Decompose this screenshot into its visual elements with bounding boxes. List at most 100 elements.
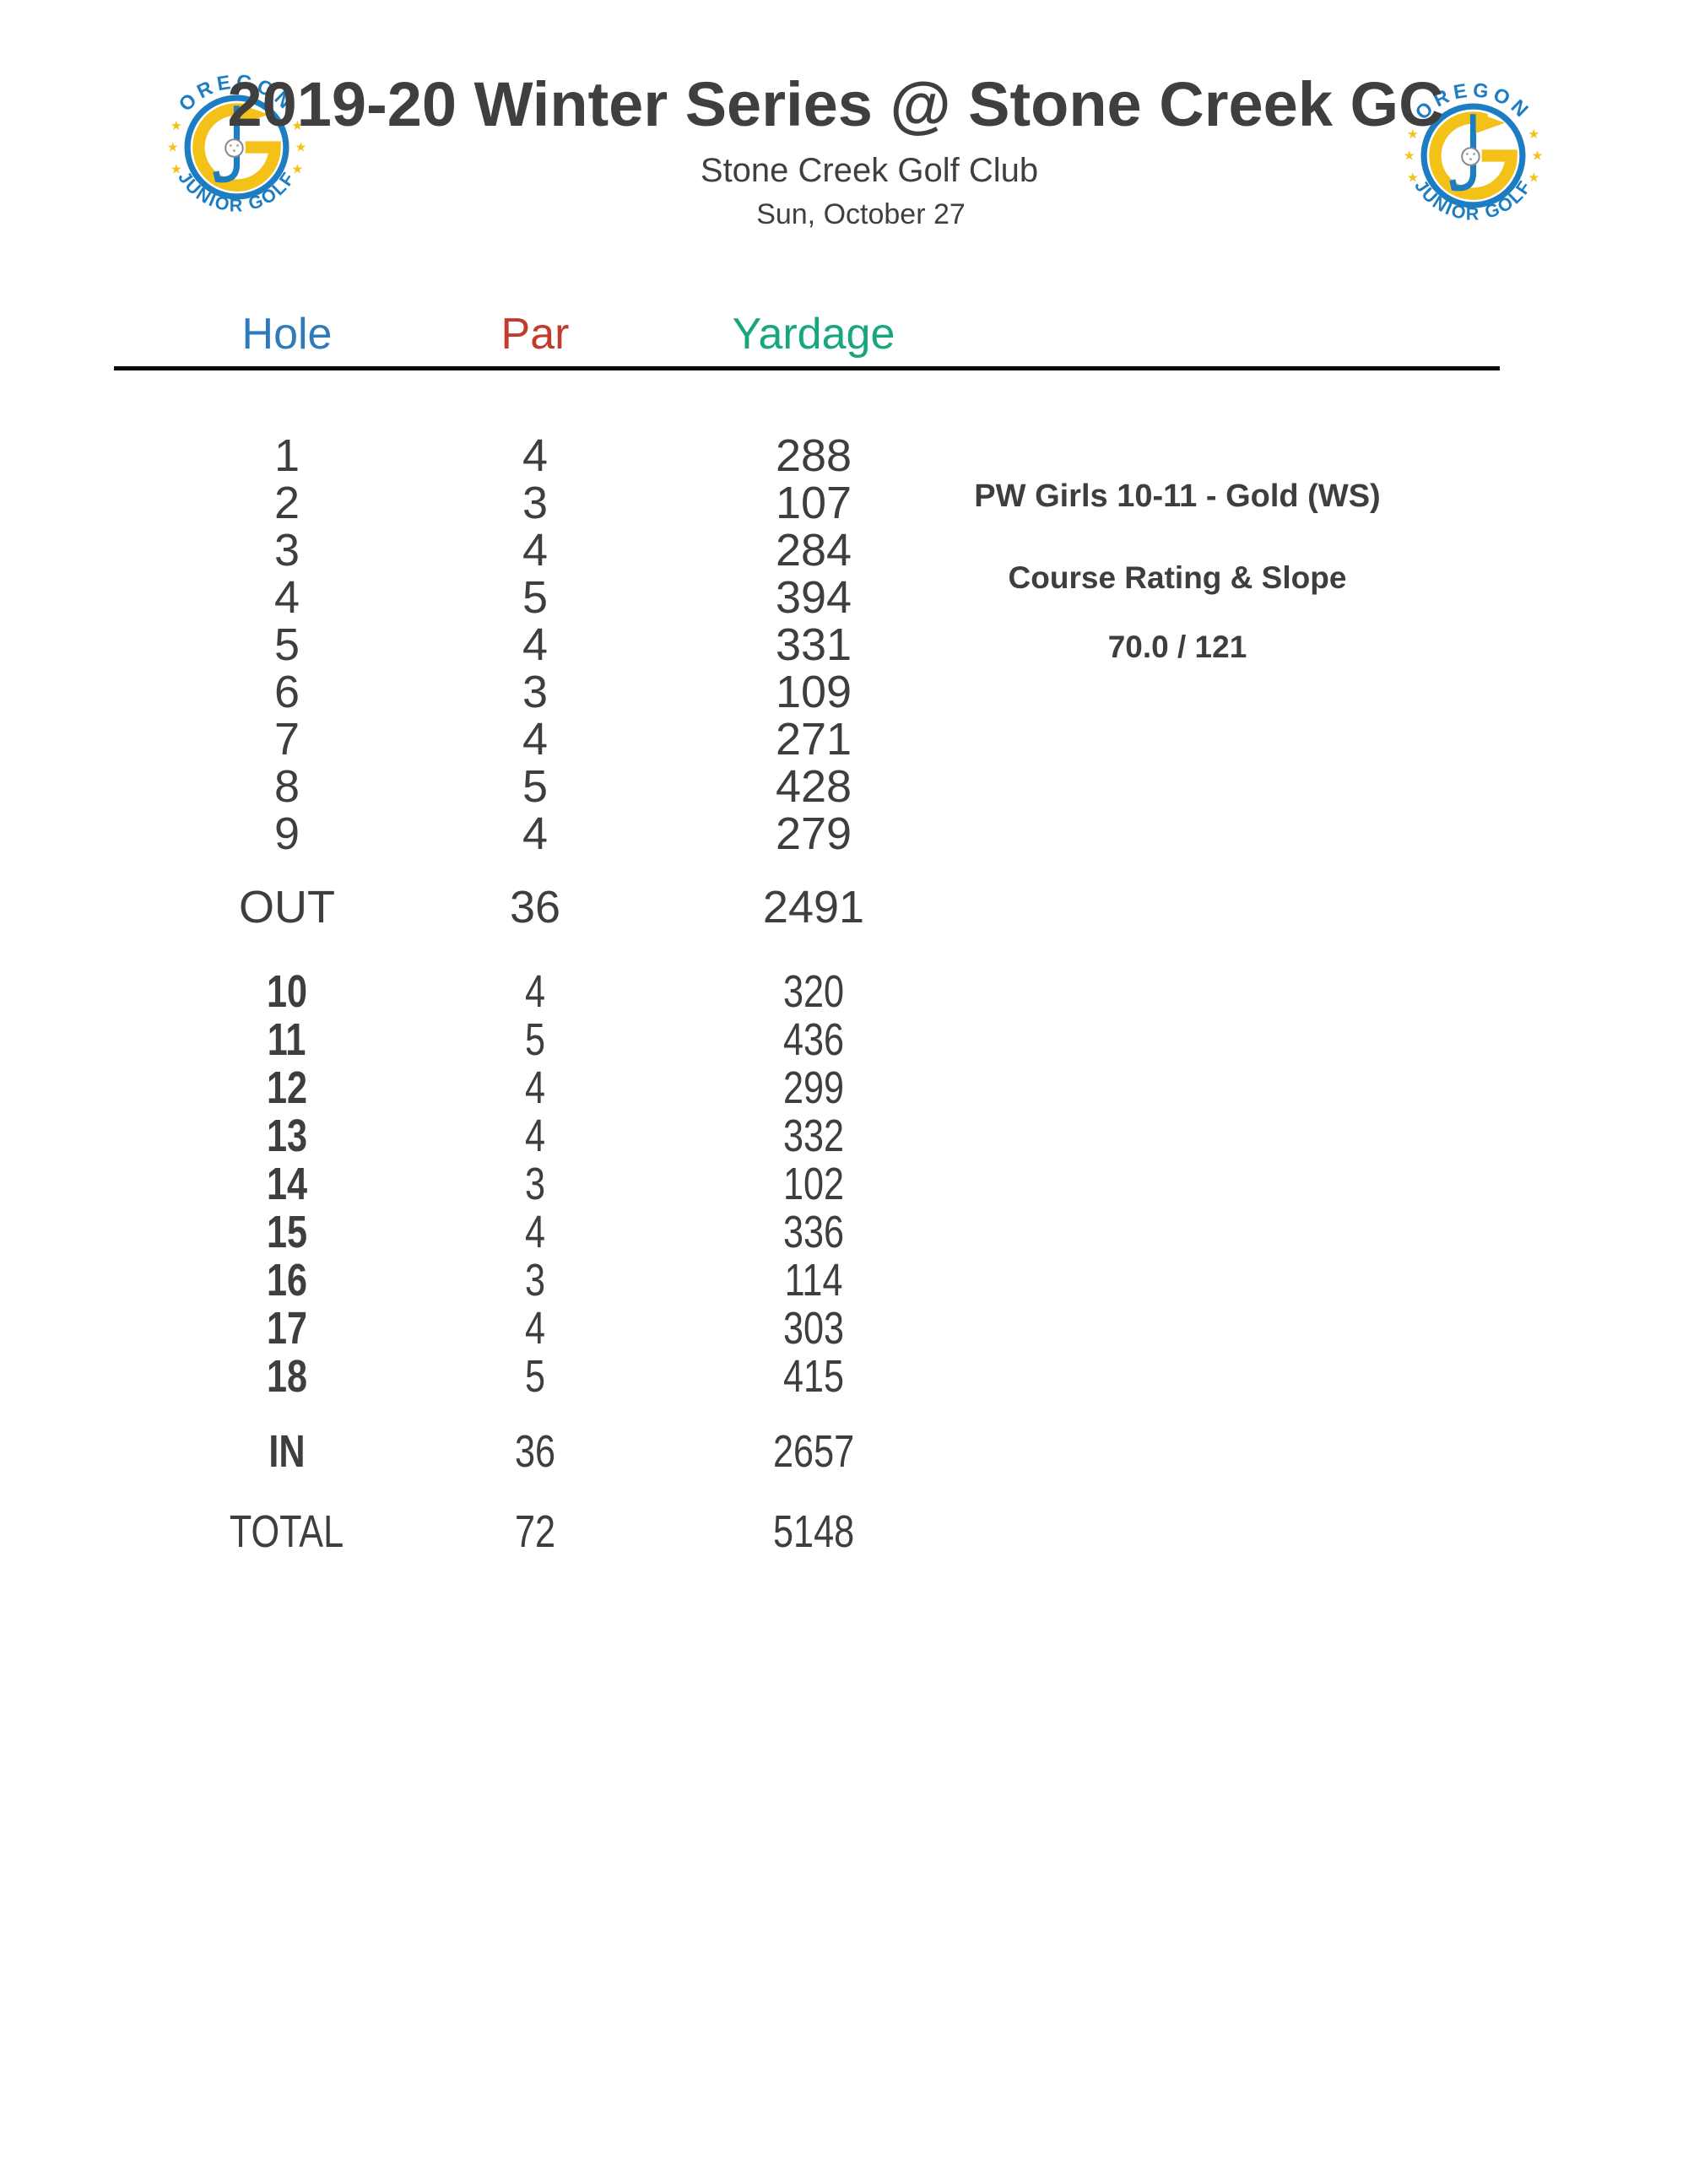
logo-ring bbox=[1420, 103, 1526, 208]
table-header-row: Hole Par Yardage bbox=[0, 309, 1688, 359]
hole-number: 5 bbox=[273, 619, 300, 670]
table-row: 5 4 331 bbox=[0, 621, 1688, 668]
yardage-value: 299 bbox=[782, 1062, 845, 1113]
svg-text:★: ★ bbox=[1528, 127, 1539, 142]
hole-number: 13 bbox=[266, 1111, 308, 1161]
yardage-value: 336 bbox=[782, 1207, 845, 1257]
table-row: 17 4 303 bbox=[0, 1305, 1688, 1352]
svg-text:★: ★ bbox=[291, 162, 303, 176]
total-summary-row: TOTAL 72 5148 bbox=[0, 1508, 1688, 1555]
par-value: 4 bbox=[524, 1111, 546, 1161]
hole-number: 6 bbox=[273, 667, 300, 717]
table-row: 14 3 102 bbox=[0, 1160, 1688, 1208]
yardage-value: 279 bbox=[775, 808, 852, 859]
hole-number: 11 bbox=[268, 1014, 306, 1065]
svg-text:★: ★ bbox=[291, 119, 303, 133]
yardage-value: 332 bbox=[782, 1111, 845, 1161]
par-value: 3 bbox=[522, 478, 549, 528]
column-header-yardage: Yardage bbox=[732, 310, 895, 359]
yardage-value: 284 bbox=[775, 525, 852, 576]
logo-flag bbox=[1475, 112, 1506, 133]
svg-text:★: ★ bbox=[170, 162, 182, 176]
logo-g-letter bbox=[192, 103, 281, 192]
yardage-value: 428 bbox=[775, 761, 852, 812]
hole-number: 4 bbox=[273, 572, 300, 623]
logo-stars: ★ ★ ★ ★ ★ ★ bbox=[1404, 127, 1543, 185]
table-row: 18 5 415 bbox=[0, 1353, 1688, 1400]
svg-text:★: ★ bbox=[1531, 149, 1543, 164]
column-header-par: Par bbox=[500, 310, 570, 359]
yardage-value: 109 bbox=[775, 667, 852, 717]
par-value: 4 bbox=[522, 525, 549, 576]
table-row: 4 5 394 bbox=[0, 574, 1688, 621]
oregon-junior-golf-logo: OREGON JUNIOR GOLF ★★★ ★★★ bbox=[1404, 78, 1543, 224]
par-value: 5 bbox=[522, 572, 549, 623]
yardage-value: 114 bbox=[784, 1255, 843, 1306]
total-yardage: 5148 bbox=[772, 1506, 855, 1557]
yardage-value: 331 bbox=[775, 619, 852, 670]
out-yardage-total: 2491 bbox=[762, 882, 865, 933]
par-value: 3 bbox=[524, 1255, 546, 1306]
logo-flag bbox=[239, 104, 269, 125]
out-label: OUT bbox=[239, 882, 335, 933]
course-rating-slope-value: 70.0 / 121 bbox=[1107, 630, 1247, 664]
course-rating-slope-label: Course Rating & Slope bbox=[1008, 560, 1347, 595]
page-title: 2019-20 Winter Series @ Stone Creek GC bbox=[227, 69, 1444, 139]
logo-golf-ball bbox=[225, 138, 244, 158]
par-value: 4 bbox=[522, 619, 549, 670]
out-summary-row: OUT 36 2491 bbox=[0, 884, 1688, 931]
par-value: 3 bbox=[522, 667, 549, 717]
yardage-value: 107 bbox=[775, 478, 852, 528]
hole-number: 3 bbox=[273, 525, 300, 576]
yardage-value: 394 bbox=[775, 572, 852, 623]
table-row: 8 5 428 bbox=[0, 763, 1688, 810]
hole-number: 7 bbox=[273, 714, 300, 765]
table-row: 15 4 336 bbox=[0, 1208, 1688, 1256]
logo-flagstick bbox=[1449, 114, 1477, 192]
hole-number: 9 bbox=[273, 808, 300, 859]
yardage-value: 102 bbox=[782, 1159, 845, 1209]
par-value: 5 bbox=[524, 1014, 546, 1065]
yardage-value: 271 bbox=[775, 714, 852, 765]
table-row: 16 3 114 bbox=[0, 1257, 1688, 1304]
out-par-total: 36 bbox=[509, 882, 561, 933]
table-row: 1 4 288 bbox=[0, 432, 1688, 479]
svg-text:★: ★ bbox=[1528, 170, 1539, 185]
hole-number: 12 bbox=[266, 1062, 308, 1113]
logo-g-letter bbox=[1429, 111, 1518, 200]
yardage-value: 303 bbox=[782, 1303, 845, 1354]
svg-text:★: ★ bbox=[1407, 127, 1419, 142]
par-value: 4 bbox=[522, 430, 549, 481]
in-label: IN bbox=[268, 1426, 306, 1477]
event-date: Sun, October 27 bbox=[756, 198, 966, 230]
total-par: 72 bbox=[514, 1506, 556, 1557]
total-label: TOTAL bbox=[230, 1506, 344, 1557]
par-value: 4 bbox=[524, 966, 546, 1017]
logo-stars: ★ ★ ★ ★ ★ ★ bbox=[167, 119, 306, 176]
table-row: 3 4 284 bbox=[0, 527, 1688, 574]
svg-text:★: ★ bbox=[295, 141, 306, 155]
hole-number: 14 bbox=[266, 1159, 308, 1209]
hole-number: 1 bbox=[273, 430, 300, 481]
hole-number: 10 bbox=[266, 966, 308, 1017]
course-name: Stone Creek Golf Club bbox=[700, 152, 1039, 189]
svg-text:★: ★ bbox=[167, 141, 179, 155]
par-value: 4 bbox=[522, 808, 549, 859]
par-value: 5 bbox=[524, 1351, 546, 1402]
logo-flagstick bbox=[213, 105, 241, 183]
yardage-value: 436 bbox=[782, 1014, 845, 1065]
svg-text:★: ★ bbox=[1404, 149, 1415, 164]
hole-number: 18 bbox=[266, 1351, 308, 1402]
header-divider-line bbox=[114, 366, 1500, 370]
hole-number: 16 bbox=[266, 1255, 308, 1306]
par-value: 4 bbox=[524, 1062, 546, 1113]
table-row: 10 4 320 bbox=[0, 968, 1688, 1015]
logo-golf-ball bbox=[1461, 147, 1480, 166]
hole-number: 2 bbox=[273, 478, 300, 528]
in-yardage-total: 2657 bbox=[772, 1426, 855, 1477]
table-row: 2 3 107 bbox=[0, 479, 1688, 527]
table-row: 6 3 109 bbox=[0, 668, 1688, 716]
division-label: PW Girls 10-11 - Gold (WS) bbox=[974, 478, 1381, 514]
par-value: 4 bbox=[522, 714, 549, 765]
svg-text:★: ★ bbox=[170, 119, 182, 133]
